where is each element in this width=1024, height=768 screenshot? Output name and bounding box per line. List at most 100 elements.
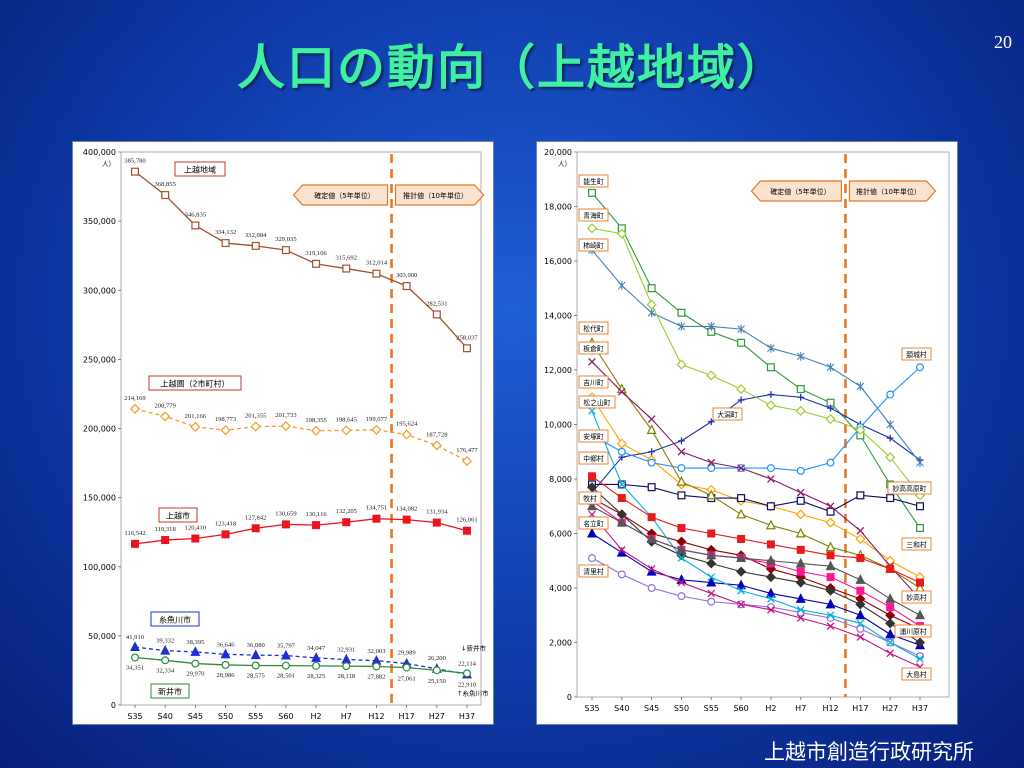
series-tag-box	[578, 238, 609, 252]
y-tick-label: 50,000	[88, 632, 116, 641]
series-15	[588, 357, 924, 603]
series-tag-label: 妙高高原町	[893, 484, 927, 493]
data-point	[707, 418, 715, 426]
series-tag-right: 浦川原村	[894, 624, 932, 638]
series-14	[586, 223, 926, 501]
data-point	[677, 464, 686, 473]
data-point	[885, 593, 896, 603]
data-label: 198,773	[215, 416, 237, 423]
data-point	[647, 565, 656, 573]
data-point	[250, 649, 261, 660]
actual-values-arrow	[750, 180, 843, 202]
data-point	[826, 611, 835, 620]
data-point	[617, 480, 626, 489]
data-point	[586, 482, 598, 493]
data-point	[647, 513, 656, 522]
data-point	[855, 424, 866, 435]
series-tag-label: 三和村	[906, 540, 927, 549]
data-point	[797, 393, 805, 401]
series-tag-label: 松之山町	[583, 398, 610, 407]
series-tag-left: 清里村	[578, 564, 609, 578]
data-point	[855, 609, 866, 620]
data-point	[795, 557, 806, 568]
y-tick-label: 300,000	[83, 286, 116, 295]
series-tag-left: 青海町	[578, 208, 609, 222]
x-tick-label: S35	[584, 704, 599, 713]
data-point	[796, 567, 805, 576]
x-tick-label: H37	[459, 712, 475, 721]
y-tick-label: 250,000	[83, 355, 116, 364]
series-18	[587, 500, 925, 620]
data-point	[796, 605, 805, 614]
data-point	[281, 520, 290, 529]
data-point	[886, 494, 895, 503]
data-point	[767, 343, 775, 353]
data-point	[707, 589, 716, 598]
data-point	[827, 404, 834, 412]
forecast-values-arrow	[848, 180, 937, 202]
series-tag-label: 妙高村	[906, 593, 927, 602]
data-point	[678, 437, 685, 445]
legend-box	[148, 375, 242, 391]
data-point	[676, 476, 687, 486]
data-point	[736, 508, 747, 519]
series-tag-label: 能生町	[583, 177, 604, 186]
actual-values-arrow	[292, 184, 389, 206]
y-tick-label: 150,000	[83, 494, 116, 503]
series-tag-label: 名立町	[583, 519, 604, 528]
regional-population-chart: 0 50,000 100,000 150,000 200,000 250,000 300,0…	[83, 148, 489, 721]
y-tick-label: 4,000	[549, 584, 572, 593]
data-point	[886, 420, 894, 429]
data-point	[372, 269, 381, 278]
data-point	[825, 517, 836, 528]
data-point	[191, 659, 200, 668]
data-point	[401, 429, 412, 440]
data-point	[677, 322, 686, 331]
series-12	[588, 510, 924, 671]
data-label: 332,084	[245, 232, 267, 239]
data-label: 41,910	[126, 634, 145, 641]
data-point	[856, 554, 865, 563]
data-point	[677, 491, 686, 500]
data-label: 315,692	[336, 255, 357, 262]
data-point	[646, 299, 657, 310]
data-point	[737, 396, 745, 404]
actual-values-arrow-label: 確定値（5年単位）	[770, 187, 830, 196]
data-label: 201,355	[245, 413, 267, 420]
data-point	[161, 536, 170, 545]
data-label: 38,395	[186, 639, 205, 646]
data-point	[587, 527, 597, 538]
y-unit-label: 人）	[558, 160, 571, 168]
x-tick-label: H27	[429, 712, 445, 721]
data-point	[251, 661, 260, 670]
data-label: 334,132	[215, 229, 236, 236]
data-point	[463, 344, 472, 353]
y-unit-label: 人）	[102, 160, 115, 168]
data-point	[220, 648, 231, 659]
data-point	[463, 669, 472, 678]
y-tick-label: 400,000	[83, 148, 116, 157]
data-point	[647, 308, 656, 318]
data-point	[855, 574, 866, 584]
data-point	[311, 652, 322, 662]
data-point	[707, 458, 716, 467]
data-point	[706, 489, 717, 500]
forecast-values-arrow-label: 推計値（10年単位）	[856, 187, 921, 196]
y-tick-label: 0	[567, 693, 572, 702]
series-line	[592, 483, 921, 513]
data-point	[795, 527, 806, 538]
data-point	[765, 400, 776, 411]
series-tag-left: 松代町	[578, 321, 609, 335]
data-point	[766, 540, 775, 549]
data-point	[886, 434, 894, 442]
data-point	[647, 458, 656, 467]
data-label: 32,003	[367, 648, 386, 655]
itoigawa-end-note: ↑糸魚川市	[457, 688, 489, 697]
series-tag-label: 清里村	[583, 567, 604, 576]
series-4	[587, 363, 925, 475]
data-point	[736, 566, 747, 577]
x-tick-label: S60	[733, 704, 748, 713]
data-label: 198,355	[305, 417, 327, 424]
data-point	[825, 414, 836, 425]
series-tag-box	[712, 407, 743, 421]
